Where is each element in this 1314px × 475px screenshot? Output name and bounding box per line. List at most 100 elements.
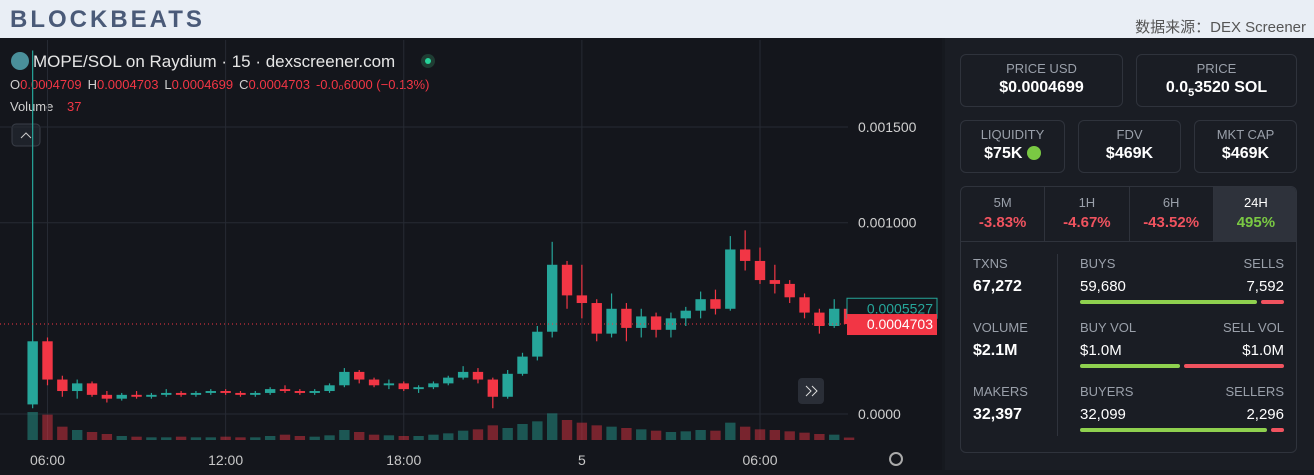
volume-bar bbox=[843, 437, 855, 440]
price-tag-label: 0.0005527 bbox=[867, 300, 933, 316]
candle-body bbox=[309, 391, 320, 393]
timeframe[interactable]: 5M -3.83% bbox=[961, 187, 1046, 241]
candle-body bbox=[116, 394, 127, 399]
volume-bar bbox=[354, 432, 365, 440]
candle-body bbox=[502, 373, 513, 397]
candle-body bbox=[517, 356, 528, 374]
timeframes: 5M -3.83% 1H -4.67% 6H -43.52% 24H 495% bbox=[960, 186, 1297, 242]
candle-body bbox=[457, 371, 469, 378]
divider bbox=[1057, 254, 1058, 436]
candle-body bbox=[101, 394, 113, 399]
ohlc-key: H bbox=[88, 77, 97, 92]
chart-title: MOPE/SOL on Raydium · 15 · dexscreener.c… bbox=[33, 52, 395, 71]
timeframe[interactable]: 1H -4.67% bbox=[1045, 187, 1130, 241]
stats-panel: PRICE USD $0.0004699 PRICE 0.053520 SOL … bbox=[945, 38, 1314, 470]
volume-bar bbox=[220, 436, 231, 440]
stat-label: TXNS bbox=[973, 256, 1008, 271]
candle-body bbox=[220, 391, 231, 393]
ohlc-value: 0.0004709 bbox=[20, 77, 81, 92]
volume-bar bbox=[739, 426, 751, 440]
volume-bar bbox=[71, 430, 83, 440]
volume-bar bbox=[428, 434, 439, 440]
volume-bar bbox=[725, 422, 736, 440]
candle-body bbox=[799, 297, 810, 313]
volume-bar bbox=[650, 430, 662, 440]
ohlc-value: 0.0004699 bbox=[172, 77, 233, 92]
volume-bar bbox=[57, 426, 68, 440]
right-label: SELLS bbox=[1243, 256, 1284, 271]
value: $75K bbox=[961, 145, 1064, 163]
label: LIQUIDITY bbox=[980, 127, 1045, 142]
volume-bar bbox=[710, 430, 721, 440]
candle-body bbox=[472, 371, 484, 380]
left-value: 59,680 bbox=[1080, 278, 1126, 295]
candle-body bbox=[368, 379, 380, 386]
volume-bar bbox=[784, 431, 795, 440]
x-tick-label: 5 bbox=[578, 452, 586, 468]
candle-body bbox=[680, 310, 691, 319]
right-label: SELL VOL bbox=[1223, 320, 1284, 335]
timeframe-change: 495% bbox=[1236, 214, 1276, 231]
timeframe-change: -4.67% bbox=[1063, 214, 1111, 231]
volume-bar bbox=[339, 430, 350, 440]
right-value: 2,296 bbox=[1246, 406, 1284, 423]
settings-icon[interactable] bbox=[889, 452, 903, 466]
stat-value: 32,397 bbox=[973, 406, 1022, 423]
volume-bar bbox=[576, 422, 588, 440]
prefix: 0.0 bbox=[1165, 79, 1189, 96]
status-dot-core bbox=[425, 58, 431, 64]
right-value: $1.0M bbox=[1242, 342, 1284, 359]
volume-bar bbox=[621, 428, 632, 440]
chart-pane: MOPE/SOL on Raydium · 15 · dexscreener.c… bbox=[0, 38, 942, 470]
volume-bar bbox=[205, 437, 216, 440]
zeros: 5 bbox=[1188, 87, 1195, 100]
volume-bar bbox=[443, 433, 454, 440]
banner: BLOCKBEATS 数据来源：DEX Screener bbox=[0, 0, 1314, 38]
timeframe[interactable]: 24H 495% bbox=[1213, 187, 1296, 241]
timeframe-label: 24H bbox=[1243, 195, 1268, 210]
x-tick-label: 06:00 bbox=[742, 452, 777, 468]
source: 数据来源：DEX Screener bbox=[1135, 19, 1306, 36]
ohlc-value: 0.0004703 bbox=[249, 77, 310, 92]
mktcap-card: MKT CAP $469K bbox=[1194, 120, 1297, 173]
candle-body bbox=[339, 371, 350, 386]
volume-label: Volume bbox=[10, 99, 53, 114]
volume-bar bbox=[695, 430, 706, 440]
timeframe[interactable]: 6H -43.52% bbox=[1130, 187, 1214, 241]
candle-body bbox=[591, 303, 602, 334]
candle-body bbox=[754, 260, 766, 281]
rest: 3520 SOL bbox=[1194, 79, 1268, 96]
chart: MOPE/SOL on Raydium · 15 · dexscreener.c… bbox=[0, 40, 938, 468]
x-tick-label: 18:00 bbox=[386, 452, 421, 468]
left-value: 32,099 bbox=[1080, 406, 1126, 423]
label: MKT CAP bbox=[1216, 127, 1275, 142]
candle-body bbox=[190, 392, 202, 395]
candle-body bbox=[71, 383, 83, 392]
last-price-tag bbox=[847, 314, 937, 336]
volume-bar bbox=[769, 430, 781, 440]
left-label: BUYERS bbox=[1080, 384, 1134, 399]
volume-bar bbox=[413, 436, 424, 440]
volume-bar bbox=[116, 436, 127, 440]
candle-body bbox=[175, 392, 187, 395]
volume-bar bbox=[606, 426, 617, 440]
x-tick-label: 06:00 bbox=[30, 452, 65, 468]
label: PRICE USD bbox=[1006, 61, 1077, 76]
candle-body bbox=[354, 371, 365, 380]
candle-body bbox=[398, 383, 409, 390]
volume-bar bbox=[591, 425, 602, 440]
candle-body bbox=[561, 264, 573, 296]
ohlc-change: -0.0₀6000 (−0.13%) bbox=[316, 77, 429, 92]
y-tick-label: 0.0000 bbox=[858, 406, 901, 422]
left-label: BUYS bbox=[1080, 256, 1116, 271]
volume-bar bbox=[161, 437, 172, 440]
candle-body bbox=[784, 283, 795, 298]
ohlc-key: L bbox=[164, 77, 171, 92]
volume-bar bbox=[829, 434, 840, 440]
candle-body bbox=[695, 299, 706, 311]
volume-bar bbox=[101, 434, 113, 440]
stat-label: VOLUME bbox=[973, 320, 1028, 335]
candle-body bbox=[532, 331, 543, 357]
candle-body bbox=[324, 385, 335, 392]
volume-bar bbox=[487, 425, 499, 440]
